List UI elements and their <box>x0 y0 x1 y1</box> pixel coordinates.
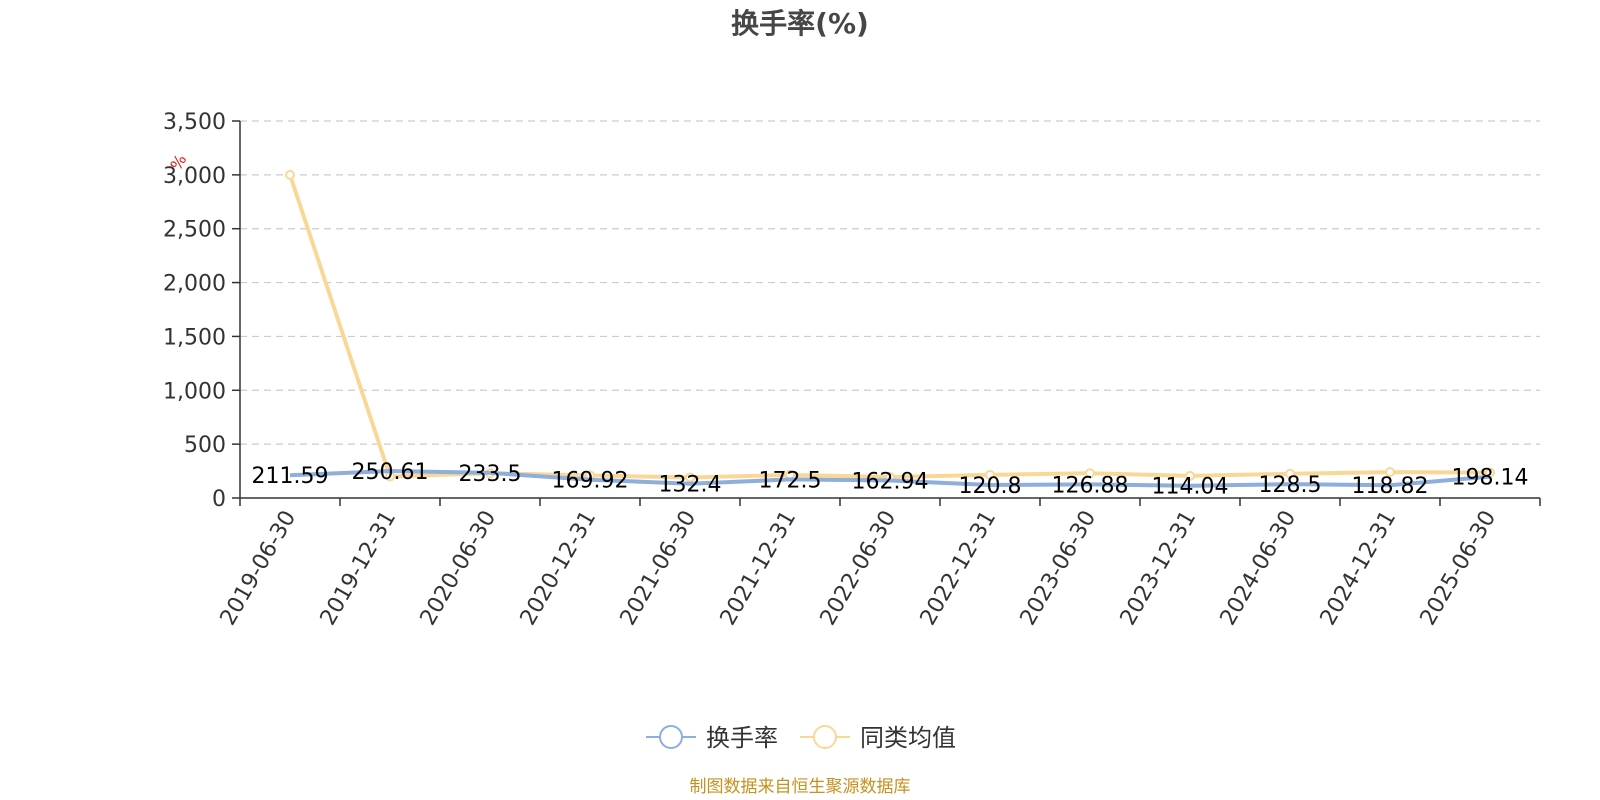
legend-marker <box>659 725 683 749</box>
data-label: 132.4 <box>659 473 722 498</box>
data-labels: 211.59 250.61 233.5 169.92 132.4 172.5 162.94 1… <box>252 460 1529 500</box>
grid-lines <box>240 120 1540 445</box>
data-label: 233.5 <box>459 462 522 487</box>
axes: 0 500 1,000 1,500 2,000 2,500 3,000 3,500 2019-0… <box>163 110 1541 630</box>
x-tick-label: 2019-06-30 <box>216 507 302 630</box>
x-tick-label: 2020-12-31 <box>516 507 602 630</box>
x-tick-label: 2025-06-30 <box>1416 507 1502 630</box>
data-label: 162.94 <box>852 469 929 494</box>
chart-title: 换手率(%) <box>731 7 869 40</box>
legend-marker <box>813 725 837 749</box>
x-tick-label: 2021-06-30 <box>616 507 702 630</box>
y-tick-label: 2,000 <box>163 272 226 297</box>
series-point <box>285 169 295 180</box>
x-tick-label: 2023-06-30 <box>1016 507 1102 630</box>
x-tick-label: 2022-12-31 <box>916 507 1002 630</box>
series-line-0 <box>289 469 1491 488</box>
series-point <box>1185 470 1195 481</box>
legend-item-1[interactable]: 同类均值 <box>800 724 956 752</box>
x-tick-label: 2020-06-30 <box>416 507 502 630</box>
legend-item-0[interactable]: 换手率 <box>646 724 778 752</box>
legend-label: 换手率 <box>706 724 778 752</box>
y-tick-label: 1,500 <box>163 325 226 350</box>
legend[interactable]: 换手率 同类均值 <box>646 724 956 752</box>
y-tick-label: 500 <box>184 433 226 458</box>
y-tick-label: 1,000 <box>163 379 226 404</box>
data-source-note: 制图数据来自恒生聚源数据库 <box>690 777 911 797</box>
series-point <box>1385 467 1395 478</box>
data-label: 169.92 <box>552 469 629 494</box>
data-label: 118.82 <box>1352 474 1429 499</box>
data-label: 250.61 <box>352 460 429 485</box>
data-label: 114.04 <box>1152 475 1229 500</box>
y-tick-label: 0 <box>212 487 226 512</box>
data-label: 211.59 <box>252 464 329 489</box>
series-lines <box>285 169 1495 488</box>
x-tick-label: 2021-12-31 <box>716 507 802 630</box>
x-tick-label: 2024-06-30 <box>1216 507 1302 630</box>
x-tick-label: 2024-12-31 <box>1316 507 1402 630</box>
data-label: 128.5 <box>1259 473 1322 498</box>
y-tick-label: 3,000 <box>163 164 226 189</box>
series-point <box>685 472 695 483</box>
data-label: 198.14 <box>1452 466 1529 491</box>
series-line-1 <box>288 174 1491 480</box>
series-point <box>985 469 995 480</box>
x-tick-label: 2022-06-30 <box>816 507 902 630</box>
x-tick-label: 2019-12-31 <box>316 507 402 630</box>
data-label: 120.8 <box>959 474 1022 499</box>
y-tick-label: 2,500 <box>163 218 226 243</box>
legend-label: 同类均值 <box>860 724 956 752</box>
series-point <box>1085 468 1095 479</box>
data-label: 126.88 <box>1052 473 1129 498</box>
series-point <box>1285 468 1295 479</box>
data-label: 172.5 <box>759 468 822 493</box>
y-tick-label: 3,500 <box>163 110 226 135</box>
x-tick-label: 2023-12-31 <box>1116 507 1202 630</box>
